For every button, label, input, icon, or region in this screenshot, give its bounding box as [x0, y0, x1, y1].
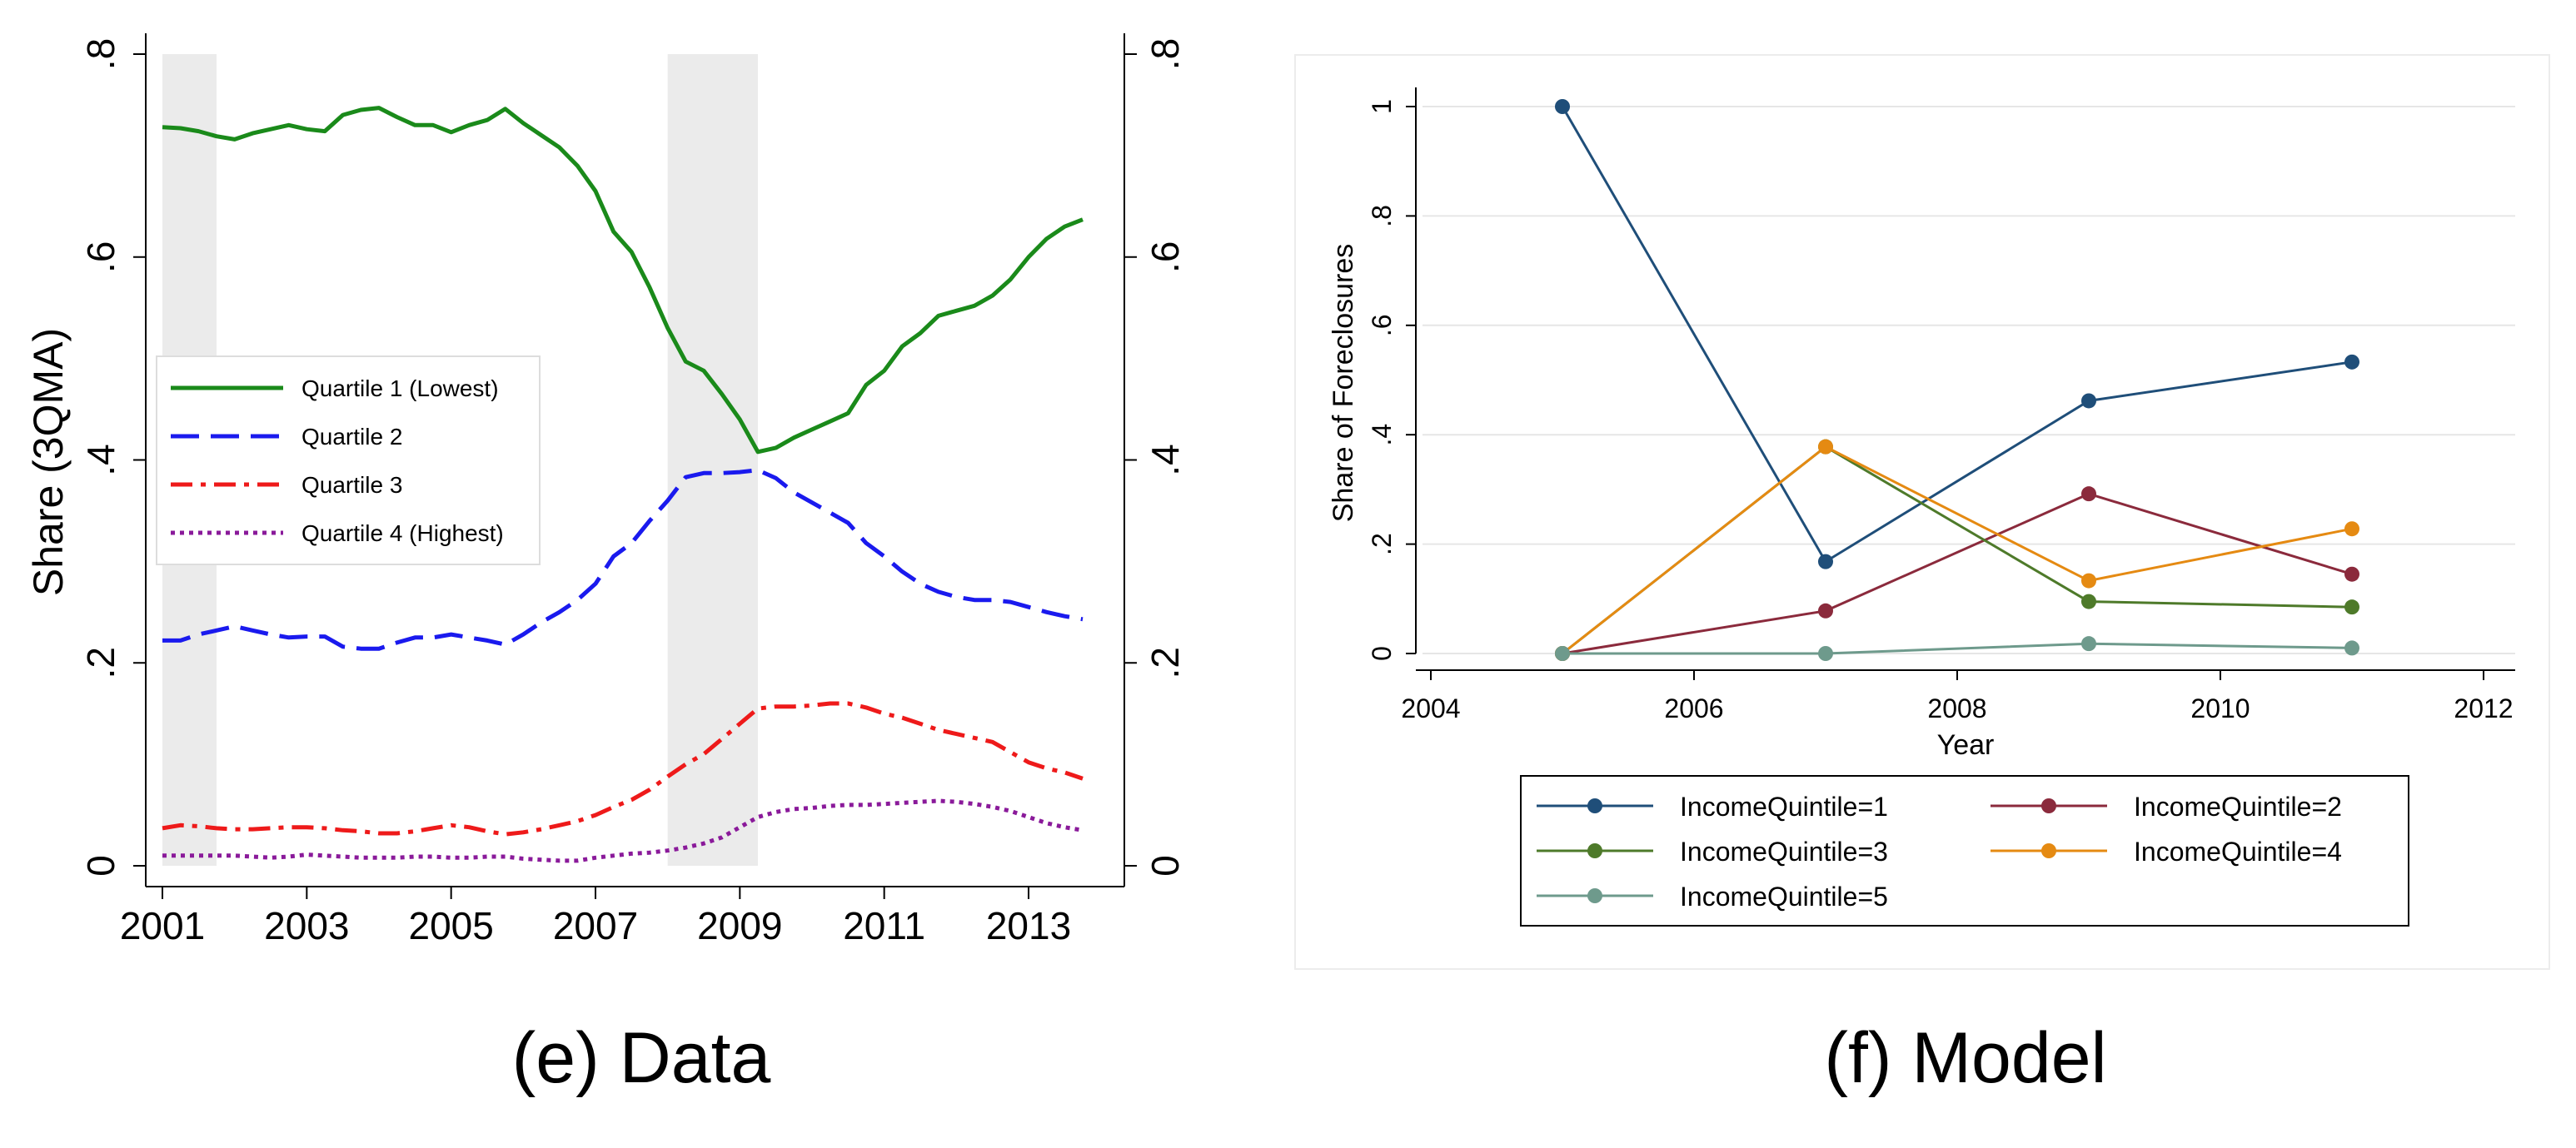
series-line-quintile-4 [1562, 445, 2353, 655]
legend-marker-quintile-2 [2041, 798, 2056, 813]
x-tick-label: 2008 [1927, 693, 1986, 723]
data-point-quintile-4 [2344, 521, 2359, 537]
x-tick-label: 2007 [553, 904, 638, 947]
data-point-quintile-5 [1555, 646, 1570, 661]
panel-f-x-axis-label: Year [1937, 729, 1995, 761]
legend-label-quintile-4: IncomeQuintile=4 [2134, 837, 2342, 867]
left-y-tick-label: .2 [79, 647, 122, 678]
y-tick-label: .2 [1367, 533, 1397, 555]
x-tick-label: 2001 [120, 904, 205, 947]
right-y-tick-label: 0 [1144, 855, 1187, 877]
x-tick-label: 2006 [1664, 693, 1723, 723]
legend-label-quintile-5: IncomeQuintile=5 [1680, 882, 1888, 912]
series-line-quintile-5 [1562, 642, 2353, 655]
x-tick-label: 2005 [408, 904, 493, 947]
data-point-quintile-5 [2344, 640, 2359, 656]
data-point-quintile-3 [2081, 594, 2096, 609]
data-point-quintile-1 [2344, 354, 2359, 370]
data-point-quintile-1 [2081, 393, 2096, 409]
legend-label-quartile-4: Quartile 4 (Highest) [301, 520, 504, 546]
y-tick-label: .8 [1367, 205, 1397, 227]
panel-f-chart: 0 .2 .4 .6 .8 1 2004 2006 2008 2010 2012 IncomeQui… [1294, 54, 2550, 1098]
panel-e-y-axis-label: Share (3QMA) [25, 328, 72, 596]
x-tick-label: 2009 [697, 904, 782, 947]
panel-f-caption: (f) Model [1824, 1018, 2106, 1098]
data-point-quintile-2 [2344, 566, 2359, 582]
data-point-quintile-1 [1555, 99, 1570, 114]
legend-label-quartile-2: Quartile 2 [301, 424, 402, 450]
series-line-quintile-2 [1562, 492, 2353, 655]
legend-box [1520, 775, 2409, 927]
series-line-quartile-1 [162, 106, 1084, 455]
legend-label-quartile-3: Quartile 3 [301, 472, 402, 498]
panel-e-caption: (e) Data [512, 1018, 771, 1098]
y-tick-label: 1 [1367, 99, 1397, 114]
data-point-quintile-5 [1818, 646, 1833, 661]
right-y-tick-label: .2 [1144, 647, 1187, 678]
data-point-quintile-2 [2081, 486, 2096, 502]
y-tick-label: 0 [1367, 646, 1397, 661]
x-tick-label: 2012 [2454, 693, 2513, 723]
data-point-quintile-5 [2081, 636, 2096, 652]
legend-label-quintile-1: IncomeQuintile=1 [1680, 792, 1888, 822]
recession-shade-2 [667, 54, 758, 866]
x-tick-label: 2011 [843, 904, 925, 947]
series-line-quartile-3 [162, 701, 1084, 837]
data-point-quintile-3 [2344, 599, 2359, 615]
x-tick-label: 2003 [264, 904, 349, 947]
data-point-quintile-4 [2081, 573, 2096, 589]
y-tick-label: .6 [1367, 314, 1397, 336]
data-point-quintile-4 [1818, 439, 1833, 455]
left-y-tick-label: .8 [79, 38, 122, 70]
legend-marker-quintile-3 [1587, 843, 1602, 858]
legend-marker-quintile-1 [1587, 798, 1602, 813]
right-y-tick-label: .8 [1144, 38, 1187, 70]
legend-box [156, 355, 541, 565]
series-line-quartile-2 [162, 468, 1084, 651]
x-tick-label: 2010 [2190, 693, 2250, 723]
legend-label-quintile-3: IncomeQuintile=3 [1680, 837, 1888, 867]
left-y-tick-label: 0 [79, 855, 122, 877]
right-y-tick-label: .6 [1144, 241, 1187, 273]
legend-label-quartile-1: Quartile 1 (Lowest) [301, 375, 499, 401]
left-y-tick-label: .6 [79, 241, 122, 273]
left-y-tick-label: .4 [79, 444, 122, 475]
panel-f-y-axis-label: Share of Foreclosures [1328, 244, 1359, 523]
data-point-quintile-1 [1818, 554, 1833, 569]
y-tick-label: .4 [1367, 424, 1397, 446]
legend-marker-quintile-4 [2041, 843, 2056, 858]
series-line-quartile-4 [162, 798, 1084, 863]
right-y-tick-label: .4 [1144, 444, 1187, 475]
x-tick-label: 2004 [1401, 693, 1460, 723]
series-line-quintile-1 [1561, 106, 2353, 564]
x-tick-label: 2013 [986, 904, 1071, 947]
legend-marker-quintile-5 [1587, 888, 1602, 903]
panel-e-chart: 0 0 .2 .2 .4 .4 .6 .6 .8 .8 2001 2003 2005 2007 2009 20… [25, 33, 1187, 1098]
data-point-quintile-2 [1818, 603, 1833, 619]
legend-label-quintile-2: IncomeQuintile=2 [2134, 792, 2342, 822]
